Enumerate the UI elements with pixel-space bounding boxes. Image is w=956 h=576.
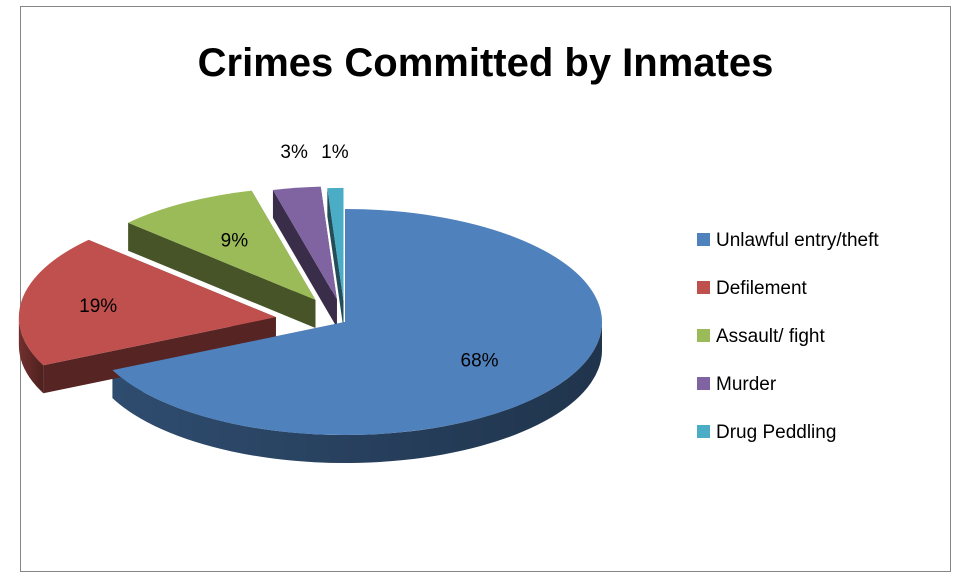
pie-slice-0 xyxy=(112,209,602,435)
pie-slice-2 xyxy=(128,190,316,301)
data-label-1: 19% xyxy=(79,296,117,317)
legend: Unlawful entry/theft Defilement Assault/ f… xyxy=(697,230,879,443)
data-label-3: 3% xyxy=(280,142,308,163)
legend-swatch-1 xyxy=(697,281,710,294)
data-label-0: 68% xyxy=(461,351,499,372)
legend-swatch-0 xyxy=(697,233,710,246)
data-label-2: 9% xyxy=(221,231,249,252)
data-labels: 68% 19% 9% 3% 1% xyxy=(79,142,498,372)
legend-label-2: Assault/ fight xyxy=(716,326,825,347)
legend-swatch-2 xyxy=(697,329,710,342)
legend-label-1: Defilement xyxy=(716,278,808,299)
pie-slice-1 xyxy=(18,239,276,366)
slice-side-shade-1 xyxy=(18,317,44,394)
slice-wall-1-0 xyxy=(43,317,276,394)
legend-swatch-3 xyxy=(697,377,710,390)
slice-wall-2-0 xyxy=(128,222,316,329)
slice-wall-3-0 xyxy=(272,189,337,328)
pie-slice-3 xyxy=(272,186,337,300)
legend-label-3: Murder xyxy=(716,374,777,395)
slice-side-shade-0 xyxy=(112,322,603,463)
legend-label-4: Drug Peddling xyxy=(716,422,836,443)
pie-slice-4 xyxy=(327,187,344,301)
pie-slices xyxy=(18,186,602,435)
data-label-4: 1% xyxy=(321,142,349,163)
slice-wall-4-0 xyxy=(327,188,344,329)
legend-label-0: Unlawful entry/theft xyxy=(716,230,879,251)
legend-swatch-4 xyxy=(697,425,710,438)
chart-title: Crimes Committed by Inmates xyxy=(197,41,774,85)
